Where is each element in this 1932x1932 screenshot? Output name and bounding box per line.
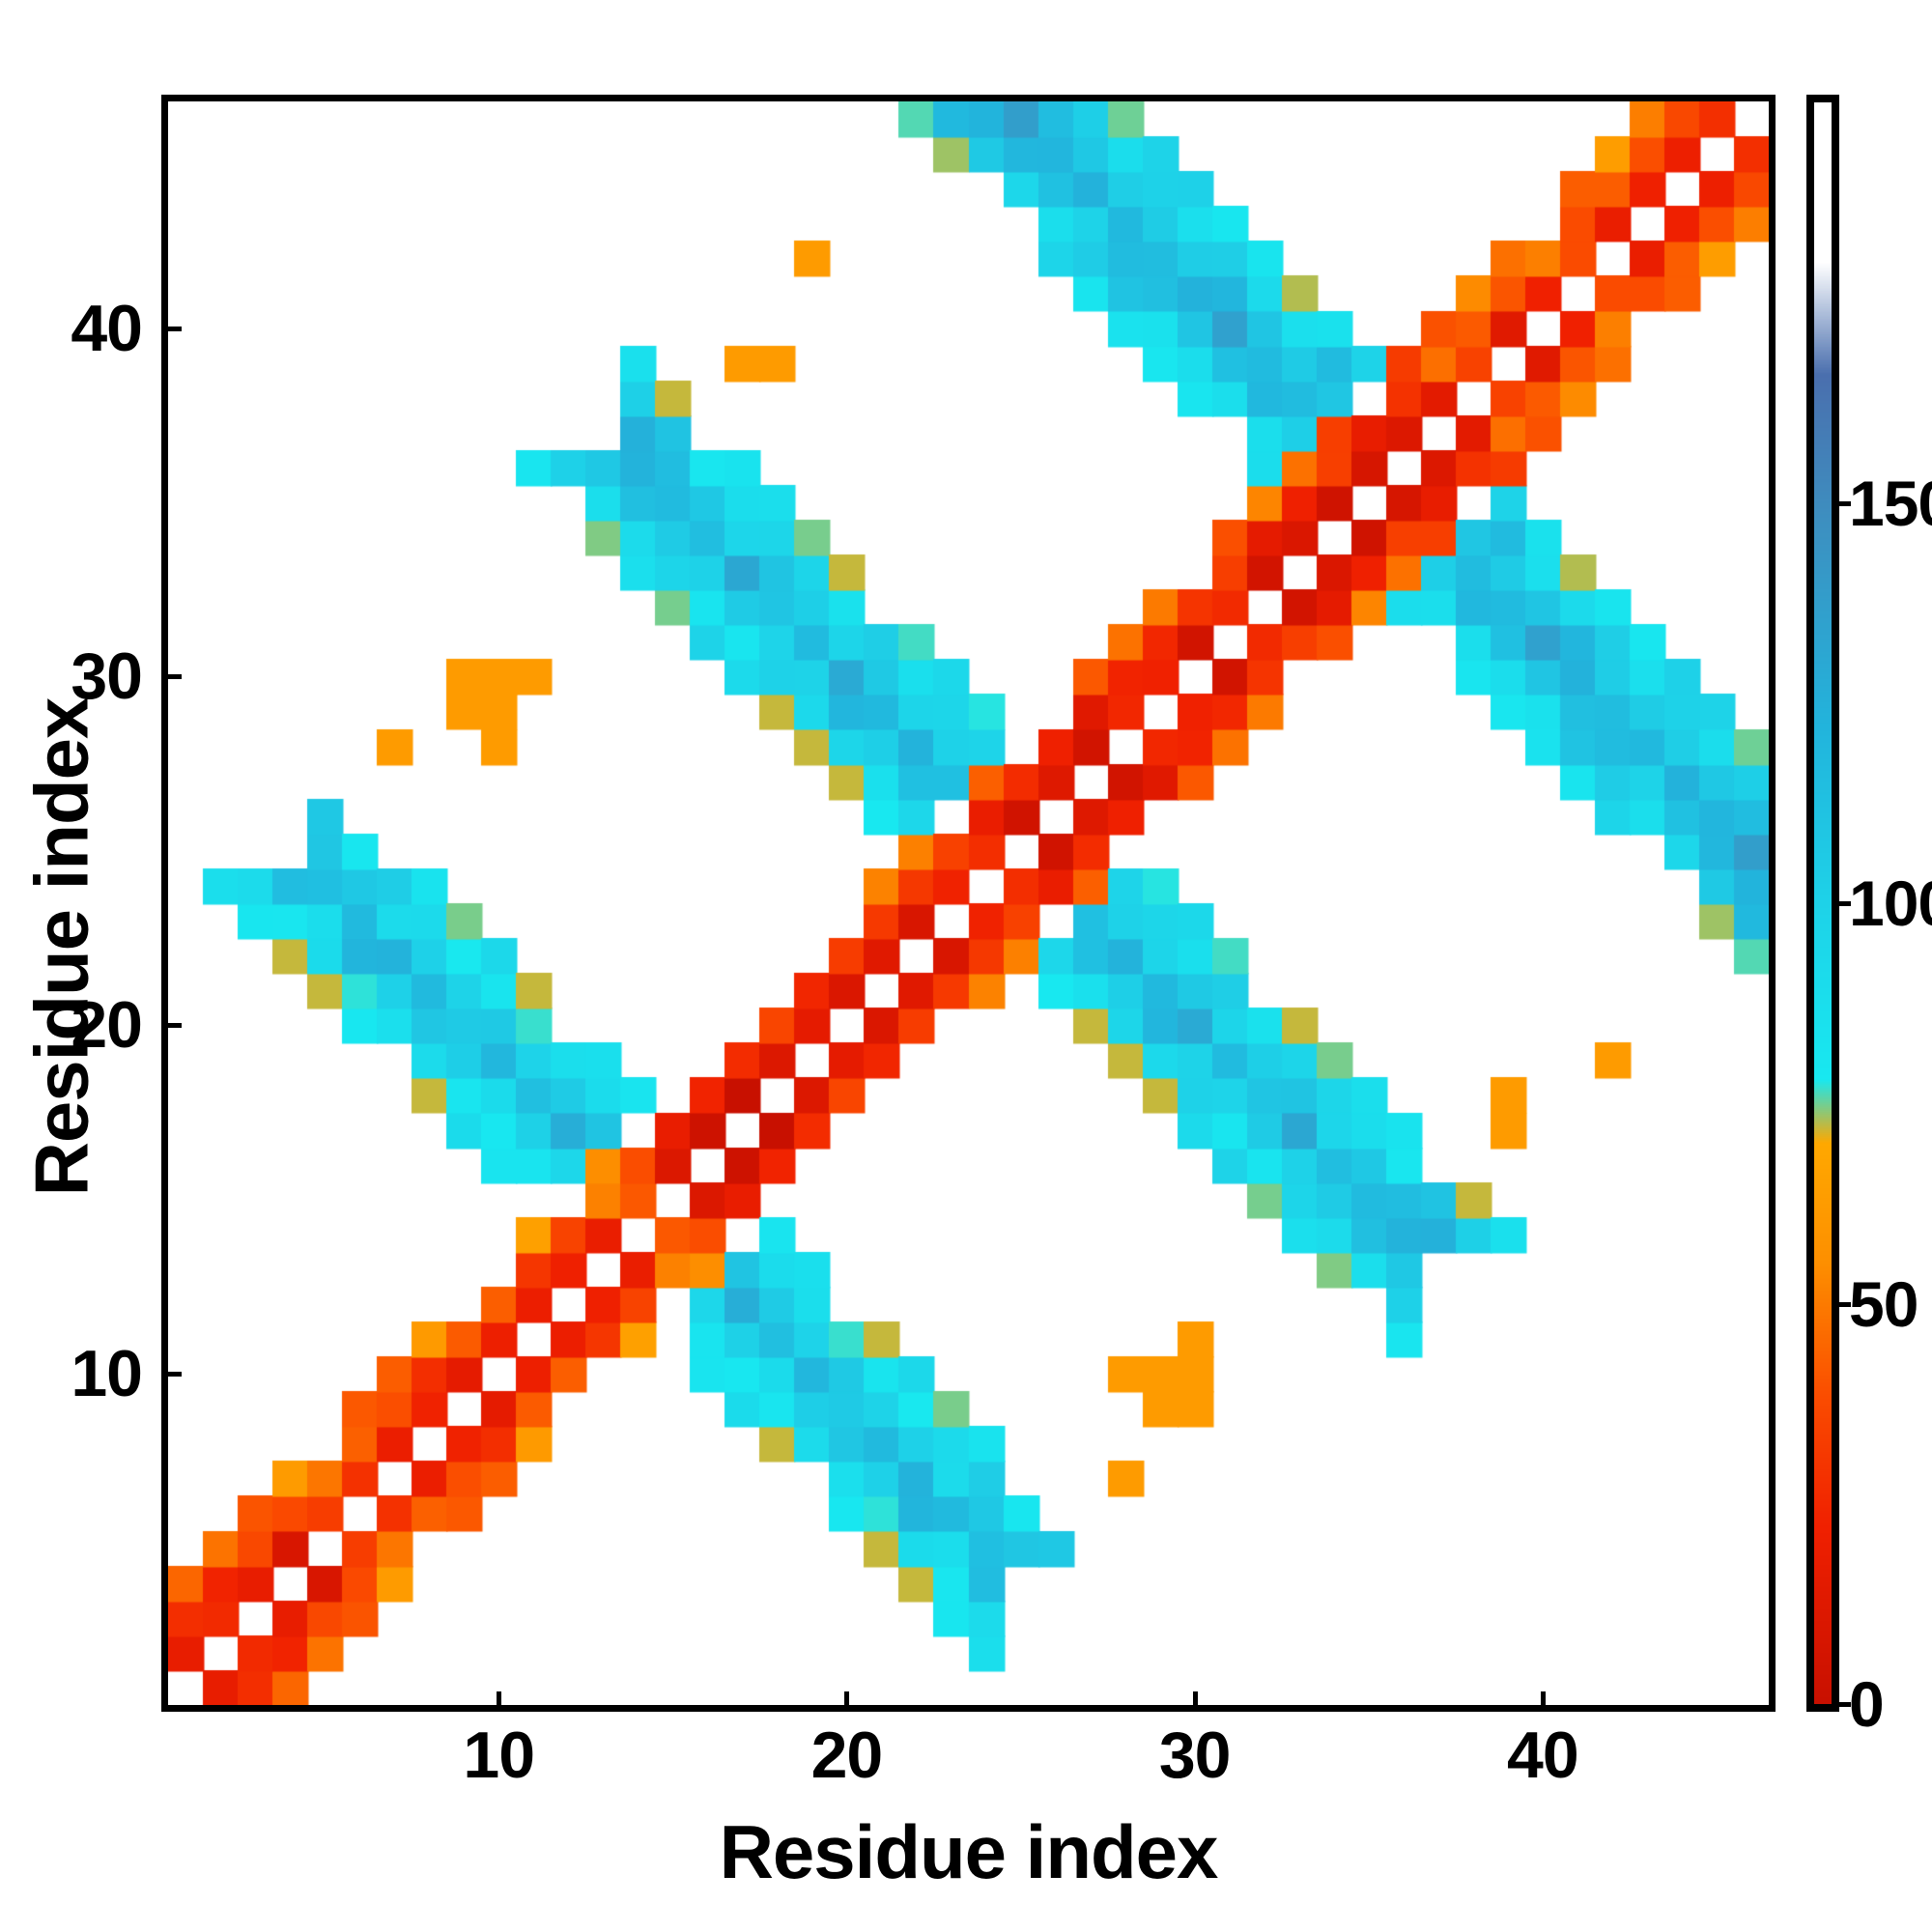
colorbar-tick-label-150: 150 [1849, 467, 1932, 539]
x-tick-label-10: 10 [463, 1719, 535, 1792]
colorbar-tick-150 [1835, 500, 1851, 506]
x-tick-label-30: 30 [1158, 1719, 1232, 1792]
colorbar-tick-label-50: 50 [1849, 1267, 1918, 1340]
y-tick-30 [165, 674, 182, 680]
colorbar-tick-50 [1835, 1301, 1851, 1307]
colorbar [1806, 95, 1839, 1712]
heatmap-canvas [168, 101, 1769, 1705]
x-tick-30 [1192, 1691, 1198, 1708]
x-tick-label-20: 20 [810, 1719, 884, 1792]
y-tick-label-20: 20 [71, 988, 143, 1063]
y-tick-label-30: 30 [71, 639, 143, 714]
x-tick-10 [497, 1691, 502, 1708]
colorbar-tick-label-100: 100 [1849, 867, 1932, 939]
colorbar-tick-100 [1835, 901, 1851, 906]
colorbar-tick-0 [1835, 1702, 1851, 1707]
y-tick-10 [165, 1372, 182, 1378]
heatmap-plot-area [161, 95, 1776, 1712]
y-tick-40 [165, 326, 182, 331]
x-tick-label-40: 40 [1507, 1719, 1579, 1792]
y-tick-20 [165, 1023, 182, 1029]
colorbar-tick-label-0: 0 [1849, 1668, 1885, 1740]
y-tick-label-40: 40 [71, 291, 143, 365]
y-axis-label: Residue index [18, 697, 104, 1197]
x-tick-20 [844, 1691, 850, 1708]
colorbar-gradient [1814, 102, 1832, 1704]
x-axis-label: Residue index [719, 1809, 1219, 1894]
y-tick-label-10: 10 [71, 1337, 143, 1411]
x-tick-40 [1540, 1691, 1546, 1708]
